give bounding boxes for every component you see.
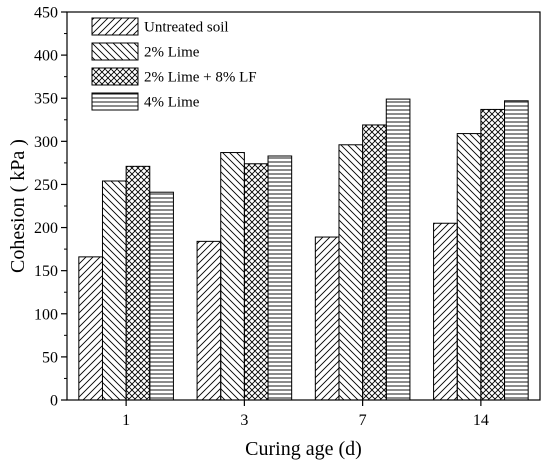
- bar-horizontal-7: [385, 98, 411, 401]
- bar-diag-down-3: [220, 152, 245, 401]
- y-tick-label: 250: [34, 177, 58, 194]
- x-tick-label: 3: [240, 412, 248, 429]
- bar-horizontal-14: [504, 100, 529, 401]
- y-tick-label: 200: [34, 220, 58, 237]
- bar-diag-up-7: [314, 236, 340, 401]
- legend-label: 4% Lime: [144, 95, 200, 111]
- legend-swatch-diag-up: [91, 17, 139, 36]
- legend-label: 2% Lime + 8% LF: [144, 70, 257, 86]
- bar-horizontal-3: [267, 155, 293, 401]
- y-tick-label: 400: [34, 48, 58, 65]
- y-tick-label: 300: [34, 134, 58, 151]
- bars-layer: [78, 98, 529, 401]
- y-tick-label: 50: [42, 349, 58, 366]
- bar-diag-down-1: [101, 180, 127, 401]
- y-tick-label: 0: [50, 393, 58, 410]
- legend: Untreated soil 2% Lime 2% Lime + 8% LF 4% L…: [91, 17, 257, 111]
- bar-horizontal-1: [149, 191, 174, 401]
- legend-swatch-diag-down: [91, 42, 139, 61]
- x-tick-label: 14: [473, 412, 489, 429]
- bar-diag-up-14: [433, 222, 458, 401]
- axes-layer: 1 3 7 14 0 50 100 150 200 250 300 350 400 450: [34, 5, 489, 430]
- x-axis-label: Curing age (d): [245, 438, 362, 460]
- bar-crosshatch-14: [480, 108, 506, 401]
- bar-crosshatch-1: [125, 165, 151, 401]
- legend-swatch-horizontal: [91, 92, 139, 111]
- y-tick-label: 150: [34, 263, 58, 280]
- x-tick-label: 1: [122, 412, 130, 429]
- x-tick-label: 7: [359, 412, 367, 429]
- bar-diag-down-7: [338, 144, 364, 401]
- y-tick-label: 100: [34, 306, 58, 323]
- bar-crosshatch-3: [243, 163, 269, 401]
- legend-label: 2% Lime: [144, 45, 200, 61]
- bar-crosshatch-7: [362, 124, 387, 401]
- y-axis-label: Cohesion ( kPa ): [7, 139, 29, 273]
- legend-label: Untreated soil: [144, 20, 229, 36]
- legend-swatch-crosshatch: [91, 67, 139, 86]
- bar-diag-up-3: [196, 240, 222, 401]
- bar-diag-down-14: [456, 133, 482, 401]
- y-tick-label: 350: [34, 91, 58, 108]
- bar-diag-up-1: [78, 256, 103, 401]
- y-tick-label: 450: [34, 5, 58, 22]
